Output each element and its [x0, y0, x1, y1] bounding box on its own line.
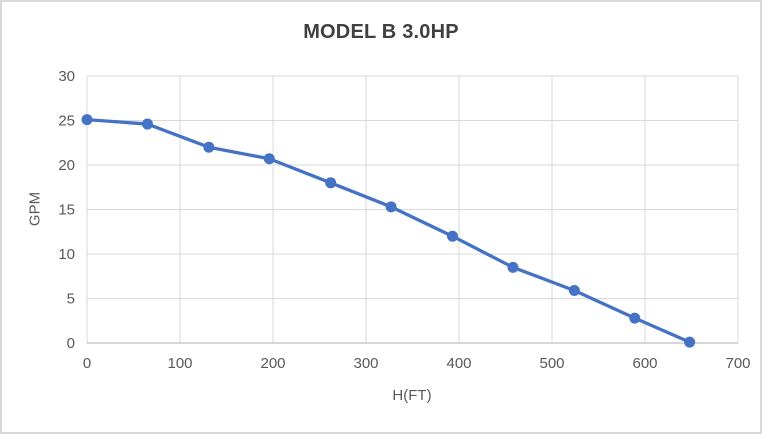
data-point-marker — [203, 141, 215, 153]
y-tick-label: 5 — [67, 291, 75, 308]
x-axis-title: H(FT) — [392, 387, 432, 404]
y-tick-label: 20 — [58, 157, 75, 174]
x-tick-label: 300 — [353, 355, 378, 372]
y-tick-label: 15 — [58, 202, 75, 219]
x-tick-label: 600 — [632, 355, 657, 372]
data-point-marker — [684, 336, 696, 348]
series-line — [85, 117, 692, 344]
x-tick-label: 100 — [167, 355, 192, 372]
data-point-marker — [629, 312, 641, 324]
y-tick-label: 0 — [67, 335, 75, 352]
data-point-marker — [325, 177, 337, 189]
x-tick-label: 0 — [83, 355, 91, 372]
data-point-marker — [507, 261, 519, 273]
chart-title: MODEL B 3.0HP — [303, 21, 459, 43]
y-tick-label: 30 — [58, 68, 75, 85]
data-point-marker — [446, 230, 458, 242]
data-point-marker — [81, 114, 93, 126]
x-tick-label: 700 — [725, 355, 750, 372]
data-point-marker — [141, 118, 153, 130]
data-point-marker — [385, 201, 397, 213]
y-tick-label: 10 — [58, 246, 75, 263]
data-point-marker — [568, 284, 580, 296]
x-tick-label: 400 — [446, 355, 471, 372]
y-tick-label: 25 — [58, 113, 75, 130]
x-tick-label: 500 — [539, 355, 564, 372]
x-tick-label: 200 — [260, 355, 285, 372]
data-point-marker — [263, 153, 275, 165]
